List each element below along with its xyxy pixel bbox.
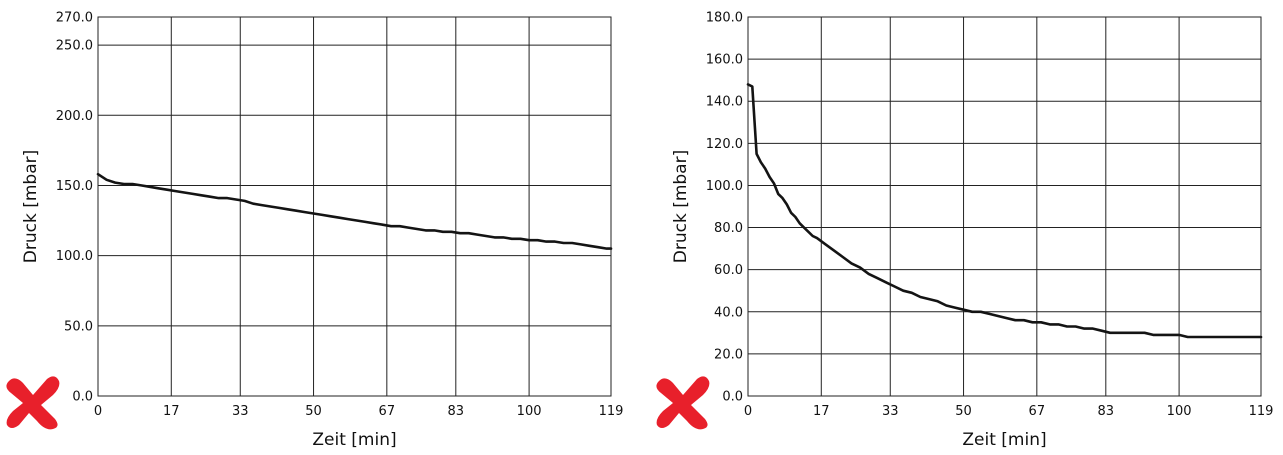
y-tick-label: 80.0 [714, 221, 743, 236]
x-tick-label: 17 [813, 404, 830, 419]
series-line [96, 172, 613, 250]
y-tick-label: 100.0 [56, 249, 93, 264]
y-tick-label: 250.0 [56, 39, 93, 54]
x-tick-label: 100 [517, 404, 542, 419]
chart-left: 0 17 33 50 67 83 100 119 0.0 50.0 100.0 150.0 200.0 2… [6, 11, 624, 450]
x-tick-label: 0 [744, 404, 752, 419]
red-x-shape [656, 376, 710, 430]
chart-right: 0 17 33 50 67 83 100 119 0.0 20.0 40.0 60.0 80.0 100.… [656, 11, 1274, 450]
y-axis-title: Druck [mbar] [671, 150, 691, 263]
y-tick-label: 120.0 [706, 137, 743, 152]
y-tick-label: 40.0 [714, 305, 743, 320]
red-x-icon [656, 376, 710, 430]
plot-frame [747, 16, 1262, 397]
x-axis-title: Zeit [min] [312, 430, 396, 450]
x-tick-label: 67 [1029, 404, 1046, 419]
x-tick-label: 17 [163, 404, 180, 419]
x-tick-label: 119 [599, 404, 624, 419]
y-tick-label: 100.0 [706, 179, 743, 194]
y-tick-label: 60.0 [714, 263, 743, 278]
y-tick-label: 270.0 [56, 11, 93, 26]
y-tick-label: 180.0 [706, 11, 743, 26]
y-tick-label: 0.0 [722, 390, 743, 405]
x-tick-label: 33 [882, 404, 899, 419]
x-tick-label: 119 [1249, 404, 1274, 419]
y-tick-label: 0.0 [72, 390, 93, 405]
x-tick-label: 50 [955, 404, 972, 419]
red-x-icon [6, 376, 60, 430]
y-tick-label: 160.0 [706, 53, 743, 68]
x-tick-label: 33 [232, 404, 249, 419]
y-tick-label: 200.0 [56, 109, 93, 124]
x-tick-label: 100 [1167, 404, 1192, 419]
plot-frame [97, 16, 612, 397]
red-x-shape [6, 376, 60, 430]
y-tick-label: 50.0 [64, 319, 93, 334]
x-tick-label: 83 [448, 404, 465, 419]
y-tick-label: 150.0 [56, 179, 93, 194]
y-axis-title: Druck [mbar] [21, 150, 41, 263]
x-tick-label: 50 [305, 404, 322, 419]
x-tick-label: 67 [379, 404, 396, 419]
x-axis-title: Zeit [min] [962, 430, 1046, 450]
x-tick-label: 0 [94, 404, 102, 419]
series-line [746, 83, 1263, 339]
y-tick-label: 140.0 [706, 95, 743, 110]
x-tick-label: 83 [1098, 404, 1115, 419]
y-tick-label: 20.0 [714, 347, 743, 362]
